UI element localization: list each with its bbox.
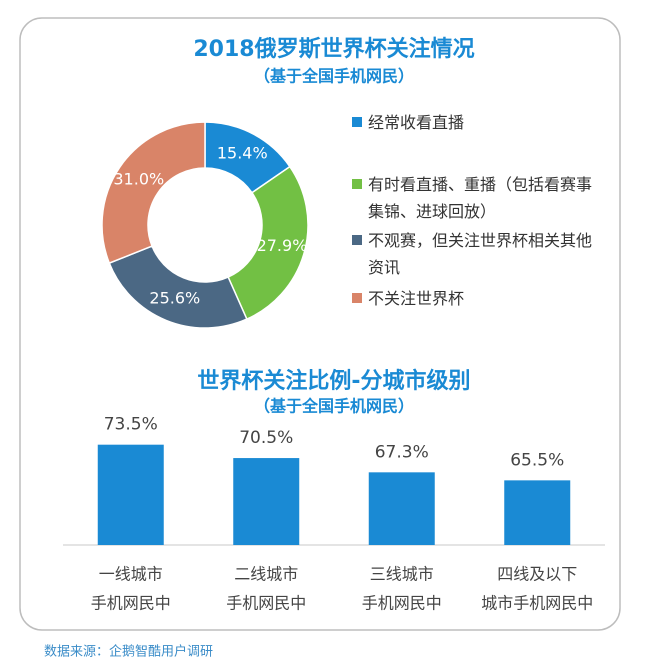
- chart-title: 世界杯关注比例-分城市级别: [197, 368, 470, 394]
- x-tick-label: 城市手机网民中: [481, 594, 593, 613]
- bar: [368, 472, 435, 545]
- x-tick-label: 手机网民中: [362, 594, 442, 613]
- data-label: 70.5%: [239, 428, 293, 448]
- legend-swatch: [352, 293, 362, 303]
- x-tick-label: 手机网民中: [91, 594, 171, 613]
- data-label: 15.4%: [217, 144, 268, 163]
- chart-subtitle: （基于全国手机网民）: [254, 397, 414, 416]
- x-tick-label: 二线城市: [234, 565, 298, 584]
- x-tick-label: 四线及以下: [497, 565, 577, 584]
- legend-label: 有时看直播、重播（包括看赛事集锦、进球回放）: [368, 175, 593, 221]
- x-tick-label: 一线城市: [99, 565, 163, 584]
- legend-swatch: [352, 179, 362, 189]
- chart-title: 2018俄罗斯世界杯关注情况: [193, 36, 474, 62]
- legend-item: 不观赛，但关注世界杯相关其他资讯: [352, 227, 602, 281]
- data-label: 25.6%: [149, 289, 200, 308]
- donut-slice: [227, 165, 309, 321]
- donut-slice: [101, 121, 206, 265]
- legend-swatch: [352, 235, 362, 245]
- chart-subtitle: （基于全国手机网民）: [254, 67, 414, 86]
- x-tick-label: 三线城市: [370, 565, 434, 584]
- legend-label: 经常收看直播: [368, 113, 465, 132]
- data-label: 27.9%: [257, 236, 308, 255]
- data-label: 31.0%: [113, 170, 164, 189]
- bar: [233, 458, 300, 545]
- bar: [504, 480, 571, 545]
- donut-slice: [108, 245, 248, 329]
- data-label: 73.5%: [104, 415, 158, 435]
- legend-swatch: [352, 117, 362, 127]
- card-border: [19, 17, 621, 631]
- data-label: 65.5%: [510, 450, 564, 470]
- x-tick-label: 手机网民中: [226, 594, 306, 613]
- legend-item: 有时看直播、重播（包括看赛事集锦、进球回放）: [352, 171, 602, 225]
- legend-label: 不关注世界杯: [368, 289, 465, 308]
- data-label: 67.3%: [375, 442, 429, 462]
- source-note: 数据来源：企鹅智酷用户调研: [44, 644, 213, 660]
- legend-item: 经常收看直播: [352, 109, 602, 136]
- legend-label: 不观赛，但关注世界杯相关其他资讯: [368, 231, 593, 277]
- legend-item: 不关注世界杯: [352, 285, 602, 312]
- bar: [97, 444, 164, 545]
